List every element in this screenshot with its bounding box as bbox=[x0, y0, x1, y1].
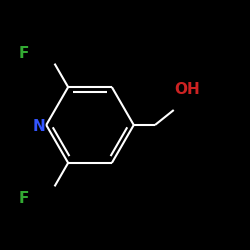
Text: F: F bbox=[18, 46, 29, 61]
Text: OH: OH bbox=[174, 82, 201, 98]
Text: N: N bbox=[32, 119, 45, 134]
Text: F: F bbox=[18, 191, 29, 206]
